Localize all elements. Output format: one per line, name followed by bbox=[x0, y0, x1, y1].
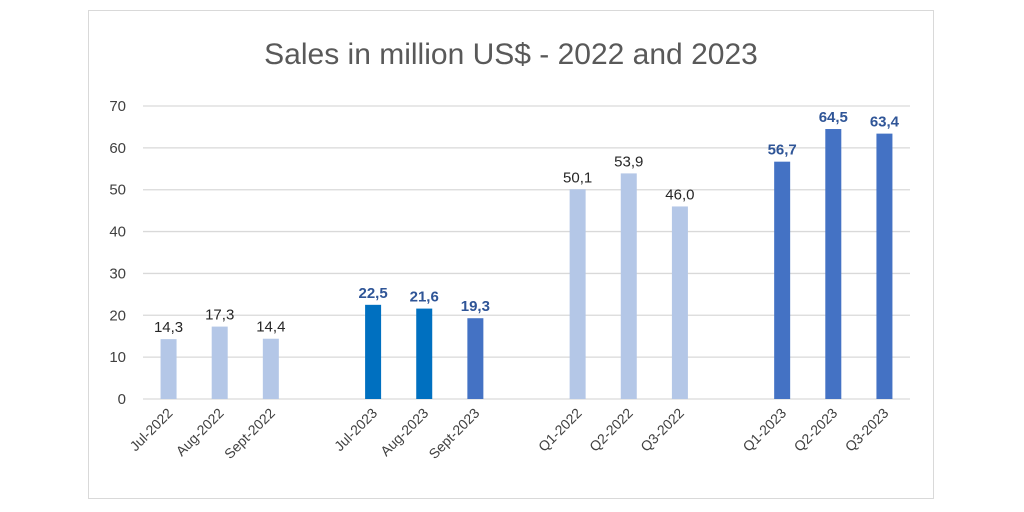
data-label: 50,1 bbox=[563, 169, 592, 186]
bar-jul-2022 bbox=[160, 339, 177, 399]
data-label: 46,0 bbox=[665, 186, 694, 203]
data-label: 64,5 bbox=[819, 109, 848, 126]
data-label: 17,3 bbox=[205, 307, 234, 324]
y-tick-label: 30 bbox=[109, 265, 126, 282]
x-tick-label: Sept-2023 bbox=[425, 405, 482, 462]
data-labels: 14,3 17,3 14,4 22,5 21,6 19,3 50,1 53,9 46,0 56,7… bbox=[154, 109, 900, 336]
chart-title: Sales in million US$ - 2022 and 2023 bbox=[264, 38, 758, 71]
data-label: 53,9 bbox=[614, 153, 643, 170]
bar-q2-2022 bbox=[620, 173, 637, 399]
bars bbox=[160, 129, 893, 399]
y-tick-label: 10 bbox=[109, 349, 126, 366]
data-label: 21,6 bbox=[410, 289, 439, 306]
data-label: 19,3 bbox=[461, 298, 490, 315]
x-tick-label: Q3-2022 bbox=[637, 405, 687, 455]
y-tick-label: 60 bbox=[109, 140, 126, 157]
y-axis-ticks: 0 10 20 30 40 50 60 70 bbox=[109, 98, 126, 408]
bar-sept-2022 bbox=[262, 338, 279, 399]
data-label: 14,4 bbox=[256, 319, 285, 336]
data-label: 22,5 bbox=[358, 285, 387, 302]
x-tick-label: Jul-2022 bbox=[126, 405, 175, 454]
bar-sept-2023 bbox=[467, 318, 484, 399]
bar-q3-2023 bbox=[876, 133, 893, 399]
bar-aug-2023 bbox=[416, 308, 433, 399]
x-tick-label: Q1-2022 bbox=[535, 405, 585, 455]
x-tick-label: Q1-2023 bbox=[739, 405, 789, 455]
x-tick-label: Q2-2022 bbox=[586, 405, 636, 455]
bar-q3-2022 bbox=[671, 206, 688, 399]
x-tick-label: Sept-2022 bbox=[221, 405, 278, 462]
x-tick-label: Aug-2022 bbox=[173, 405, 227, 459]
bar-q1-2022 bbox=[569, 189, 586, 399]
bar-jul-2023 bbox=[365, 304, 382, 399]
y-tick-label: 40 bbox=[109, 224, 126, 241]
x-tick-label: Q2-2023 bbox=[791, 405, 841, 455]
y-tick-label: 70 bbox=[109, 98, 126, 115]
data-label: 63,4 bbox=[870, 114, 900, 131]
chart-frame bbox=[88, 10, 934, 499]
y-tick-label: 50 bbox=[109, 182, 126, 199]
x-tick-label: Aug-2023 bbox=[377, 405, 431, 459]
bar-q2-2023 bbox=[825, 129, 842, 399]
y-tick-label: 0 bbox=[118, 391, 126, 408]
x-tick-label: Jul-2023 bbox=[331, 405, 380, 454]
bar-aug-2022 bbox=[211, 326, 228, 399]
bar-q1-2023 bbox=[774, 161, 791, 399]
data-label: 56,7 bbox=[768, 142, 797, 159]
data-label: 14,3 bbox=[154, 319, 183, 336]
x-tick-label: Q3-2023 bbox=[842, 405, 892, 455]
y-tick-label: 20 bbox=[109, 307, 126, 324]
